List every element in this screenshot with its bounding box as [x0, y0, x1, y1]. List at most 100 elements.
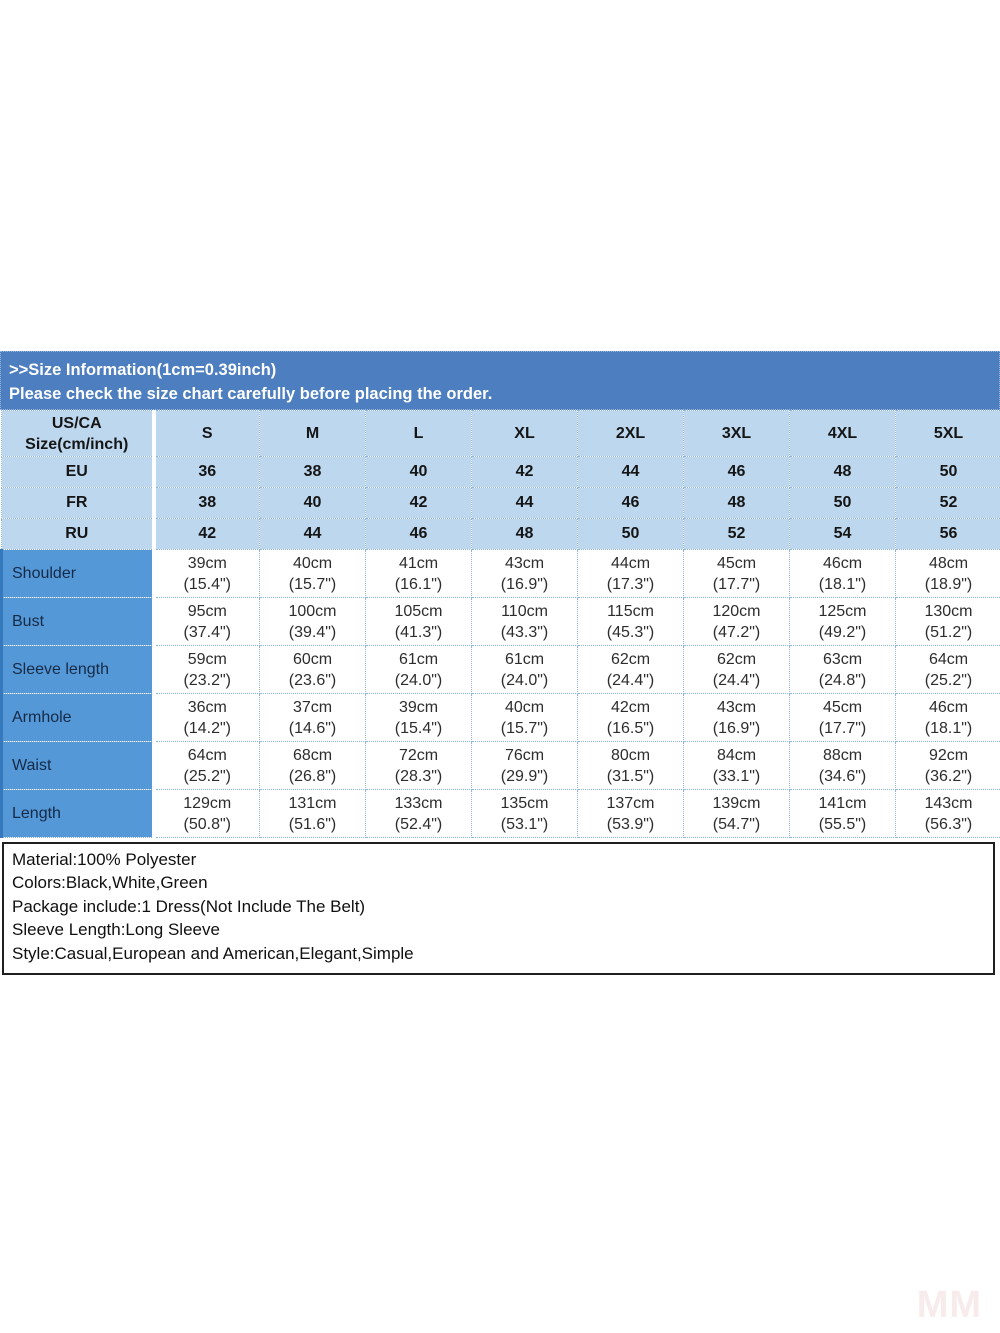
shoulder-cell: 45cm (17.7") — [683, 549, 790, 598]
waist-cell-cm: 64cm — [187, 746, 227, 764]
eu-size-cell: 38 — [259, 456, 366, 488]
waist-cell-cm: 72cm — [398, 746, 439, 764]
info-line-package: Package include:1 Dress(Not Include The … — [12, 896, 366, 916]
shoulder-cell-cm: 41cm — [398, 554, 439, 572]
banner-title: >>Size Information(1cm=0.39inch) — [9, 361, 277, 379]
sleeve-length-cell-cm: 60cm — [292, 650, 333, 668]
sleeve-length-cell: 62cm (24.4") — [683, 645, 790, 694]
sleeve-length-row-label: Sleeve length — [0, 645, 156, 694]
banner-subtitle: Please check the size chart carefully be… — [9, 385, 493, 403]
sleeve-length-cell-inch: (23.2") — [183, 671, 231, 689]
length-row-label: Length — [0, 789, 156, 838]
table-row-shoulder: Shoulder 39cm (15.4") 40cm (15.7") 41cm (16.1… — [0, 549, 1000, 598]
waist-cell-inch: (26.8") — [288, 767, 337, 785]
armhole-cell-cm: 37cm — [292, 698, 333, 716]
armhole-cell-inch: (14.6") — [288, 719, 337, 737]
bust-cell-inch: (43.3") — [500, 623, 549, 641]
waist-cell: 84cm (33.1") — [683, 741, 790, 790]
bust-cell-inch: (39.4") — [288, 623, 337, 641]
fr-size-cell: 38 — [153, 487, 260, 519]
length-cell: 129cm (50.8") — [153, 789, 260, 838]
ru-size-cell: 44 — [259, 518, 366, 550]
sleeve-length-cell-cm: 62cm — [610, 650, 651, 668]
waist-cell-inch: (28.3") — [394, 767, 443, 785]
fr-size-cell: 42 — [365, 487, 472, 519]
mm-watermark: MM — [916, 1284, 982, 1326]
shoulder-cell-cm: 46cm — [822, 554, 863, 572]
length-cell-cm: 137cm — [606, 794, 655, 812]
armhole-cell-cm: 40cm — [504, 698, 545, 716]
length-cell-inch: (51.6") — [288, 815, 337, 833]
sleeve-length-cell-inch: (25.2") — [924, 671, 973, 689]
ru-row-label: RU — [1, 518, 156, 550]
shoulder-cell-inch: (15.4") — [183, 575, 231, 593]
length-cell: 141cm (55.5") — [789, 789, 896, 838]
fr-row-label: FR — [1, 487, 156, 519]
table-row-sleeve-length: Sleeve length 59cm (23.2") 60cm (23.6") 61cm… — [0, 645, 1000, 694]
sleeve-length-cell: 60cm (23.6") — [259, 645, 366, 694]
bust-cell-cm: 120cm — [712, 602, 761, 620]
size-label-cell: XL — [471, 410, 578, 457]
size-information-banner: >>Size Information(1cm=0.39inch) Please … — [0, 351, 1000, 410]
bust-cell: 125cm (49.2") — [789, 597, 896, 646]
ru-size-cell: 42 — [153, 518, 260, 550]
table-row-bust: Bust 95cm (37.4") 100cm (39.4") 105cm (41.3")… — [0, 597, 1000, 646]
waist-cell-inch: (36.2") — [924, 767, 973, 785]
waist-cell-cm: 88cm — [822, 746, 863, 764]
length-cell: 133cm (52.4") — [365, 789, 472, 838]
armhole-cell-inch: (15.7") — [500, 719, 549, 737]
armhole-cell: 45cm (17.7") — [789, 693, 896, 742]
sleeve-length-cell: 61cm (24.0") — [365, 645, 472, 694]
length-cell-cm: 139cm — [712, 794, 761, 812]
waist-cell: 88cm (34.6") — [789, 741, 896, 790]
table-row-ru: RU 42 44 46 48 50 52 54 56 — [1, 518, 1000, 550]
length-cell: 143cm (56.3") — [895, 789, 1000, 838]
length-cell-inch: (50.8") — [183, 815, 231, 833]
armhole-cell-cm: 42cm — [610, 698, 651, 716]
table-row-fr: FR 38 40 42 44 46 48 50 52 — [1, 487, 1000, 519]
shoulder-cell-cm: 44cm — [610, 554, 651, 572]
length-cell: 137cm (53.9") — [577, 789, 684, 838]
armhole-cell-inch: (17.7") — [818, 719, 867, 737]
armhole-cell-cm: 36cm — [187, 698, 227, 716]
length-cell-cm: 143cm — [924, 794, 973, 812]
sleeve-length-cell: 62cm (24.4") — [577, 645, 684, 694]
armhole-cell: 40cm (15.7") — [471, 693, 578, 742]
shoulder-cell-inch: (15.7") — [288, 575, 337, 593]
waist-cell-inch: (31.5") — [606, 767, 655, 785]
sleeve-length-cell-cm: 63cm — [822, 650, 863, 668]
size-label-cell: 2XL — [577, 410, 684, 457]
shoulder-cell-cm: 43cm — [504, 554, 545, 572]
bust-cell-cm: 110cm — [501, 602, 548, 620]
armhole-cell-cm: 46cm — [928, 698, 969, 716]
table-row-eu: EU 36 38 40 42 44 46 48 50 — [1, 456, 1000, 488]
waist-cell-cm: 84cm — [716, 746, 757, 764]
armhole-cell: 46cm (18.1") — [895, 693, 1000, 742]
fr-size-cell: 52 — [895, 487, 1000, 519]
shoulder-cell: 44cm (17.3") — [577, 549, 684, 598]
waist-cell-cm: 80cm — [610, 746, 651, 764]
length-cell-cm: 131cm — [288, 794, 337, 812]
length-cell-inch: (55.5") — [818, 815, 867, 833]
length-cell: 139cm (54.7") — [683, 789, 790, 838]
shoulder-cell-inch: (18.9") — [924, 575, 973, 593]
bust-cell-cm: 130cm — [924, 602, 973, 620]
sleeve-length-cell-inch: (24.0") — [500, 671, 549, 689]
bust-cell: 130cm (51.2") — [895, 597, 1000, 646]
waist-cell-inch: (34.6") — [818, 767, 867, 785]
bust-cell-inch: (47.2") — [712, 623, 761, 641]
armhole-cell-cm: 43cm — [716, 698, 757, 716]
shoulder-cell-inch: (16.1") — [394, 575, 443, 593]
length-cell: 135cm (53.1") — [471, 789, 578, 838]
fr-size-cell: 40 — [259, 487, 366, 519]
waist-cell: 80cm (31.5") — [577, 741, 684, 790]
eu-size-cell: 40 — [365, 456, 472, 488]
armhole-cell-inch: (16.5") — [606, 719, 655, 737]
sleeve-length-cell: 61cm (24.0") — [471, 645, 578, 694]
eu-size-cell: 48 — [789, 456, 896, 488]
armhole-cell: 43cm (16.9") — [683, 693, 790, 742]
armhole-cell: 36cm (14.2") — [153, 693, 260, 742]
sleeve-length-cell: 59cm (23.2") — [153, 645, 260, 694]
bust-cell: 100cm (39.4") — [259, 597, 366, 646]
shoulder-cell: 39cm (15.4") — [153, 549, 260, 598]
